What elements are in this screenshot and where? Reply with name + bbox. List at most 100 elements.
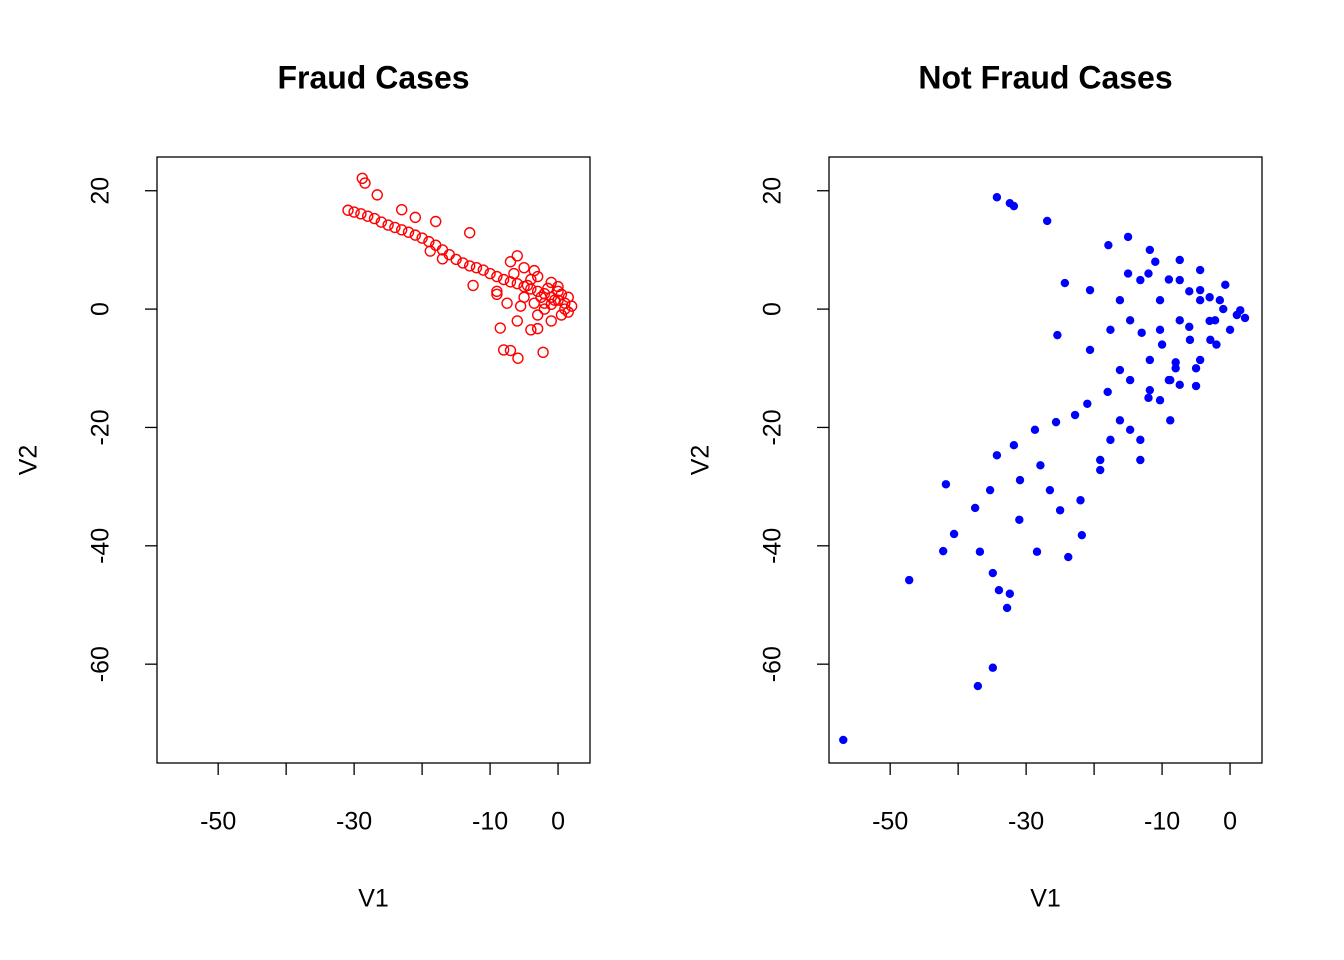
point: [537, 346, 549, 358]
point: [511, 250, 523, 262]
point: [1005, 589, 1015, 598]
point: [396, 203, 408, 216]
point: [1085, 345, 1095, 355]
point: [531, 270, 544, 283]
point: [1215, 296, 1225, 305]
point: [416, 232, 428, 244]
point: [1155, 296, 1165, 305]
point: [1145, 355, 1155, 365]
point: [1055, 506, 1065, 515]
point: [463, 227, 476, 239]
point: [985, 485, 995, 495]
point: [504, 256, 517, 268]
point: [1106, 325, 1115, 335]
point: [552, 280, 564, 293]
point: [1225, 325, 1235, 335]
y-tick-label: -60: [87, 646, 115, 682]
point: [941, 480, 951, 489]
point: [839, 735, 848, 745]
point: [1212, 340, 1221, 349]
point: [531, 285, 544, 298]
point: [497, 344, 510, 356]
point: [531, 309, 544, 321]
point: [1164, 275, 1174, 284]
point: [491, 288, 503, 300]
point: [1157, 340, 1167, 349]
point: [1125, 375, 1135, 385]
point: [368, 212, 381, 225]
x-tick-label: 0: [1223, 808, 1237, 836]
y-tick-label: -60: [759, 646, 787, 682]
x-tick-label: -30: [336, 808, 372, 836]
point: [371, 189, 383, 201]
point: [1191, 364, 1201, 373]
point: [436, 253, 449, 265]
point: [1205, 293, 1214, 302]
point: [1206, 335, 1215, 345]
point: [1144, 393, 1153, 403]
point: [491, 285, 503, 298]
point: [531, 322, 544, 335]
point: [362, 210, 374, 222]
point: [1151, 257, 1160, 266]
point: [1175, 255, 1184, 265]
point: [938, 546, 948, 556]
point: [1083, 399, 1092, 408]
point: [1096, 465, 1105, 475]
point: [1166, 416, 1175, 425]
point: [375, 216, 388, 228]
y-tick-label: -40: [87, 528, 115, 564]
point: [1115, 416, 1125, 425]
point: [424, 245, 436, 257]
point: [1185, 322, 1194, 332]
point: [1232, 310, 1242, 320]
point: [1240, 313, 1250, 323]
point: [994, 585, 1004, 595]
point: [1175, 380, 1184, 390]
point: [1060, 278, 1070, 288]
point: [562, 291, 574, 303]
point: [988, 663, 998, 672]
point: [1136, 455, 1145, 465]
point: [949, 529, 959, 539]
point: [1106, 435, 1115, 445]
point: [1032, 547, 1042, 556]
point: [1096, 455, 1105, 465]
point: [559, 303, 571, 315]
point: [1171, 364, 1180, 373]
point: [973, 681, 983, 691]
point: [1115, 296, 1125, 305]
point: [562, 306, 574, 318]
y-tick-label: 20: [759, 177, 787, 205]
point: [1123, 269, 1133, 278]
point: [538, 297, 551, 309]
point: [396, 224, 408, 236]
plot-frame: [156, 156, 591, 764]
point: [1137, 328, 1146, 337]
point: [1115, 365, 1125, 375]
chart-title: Not Fraud Cases: [918, 59, 1172, 95]
x-tick-label: -30: [1008, 808, 1044, 836]
point: [1145, 245, 1155, 255]
point: [1195, 265, 1205, 275]
point: [1195, 285, 1205, 295]
point: [491, 270, 503, 283]
point: [1221, 280, 1230, 290]
point: [497, 273, 510, 286]
point: [342, 204, 354, 216]
point: [359, 177, 371, 189]
y-axis-label: V2: [687, 445, 715, 476]
point: [409, 211, 422, 224]
point: [1155, 396, 1165, 405]
point: [409, 229, 422, 241]
x-tick-label: -50: [872, 808, 908, 836]
y-axis-label: V2: [15, 445, 43, 476]
point: [538, 303, 551, 315]
point: [521, 279, 534, 292]
point: [389, 221, 401, 234]
point: [1185, 287, 1194, 296]
point: [1125, 425, 1135, 435]
point: [1205, 316, 1214, 326]
y-tick-label: -20: [759, 409, 787, 445]
point: [508, 267, 520, 280]
